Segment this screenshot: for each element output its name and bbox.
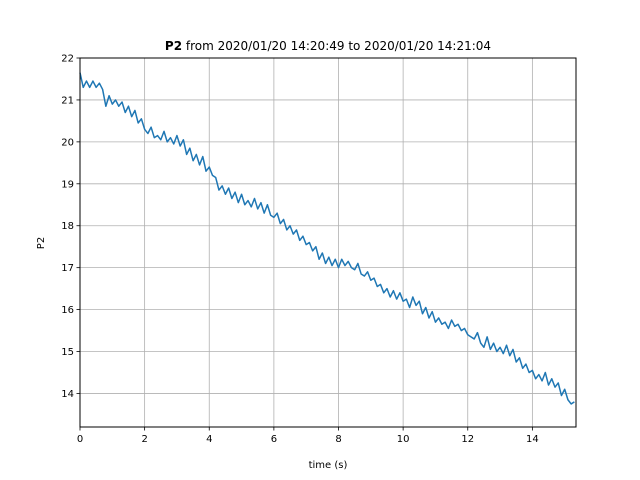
x-tick-label: 8 [335,434,341,445]
y-tick-label: 21 [61,95,74,106]
x-axis-label: time (s) [309,460,348,471]
y-tick-label: 16 [61,305,74,316]
plot-area-frame [79,57,577,428]
x-tick-label: 12 [461,434,474,445]
y-tick-label: 19 [61,179,74,190]
y-tick-label: 14 [61,389,74,400]
x-tick-label: 6 [271,434,277,445]
x-tick-label: 14 [526,434,539,445]
y-tick-label: 17 [61,263,74,274]
y-tick-label: 15 [61,347,74,358]
chart-title-rest: from 2020/01/20 14:20:49 to 2020/01/20 1… [182,39,491,53]
x-tick-label: 0 [77,434,83,445]
x-tick-label: 2 [141,434,147,445]
y-tick-label: 20 [61,137,74,148]
x-axis-ticks: 0 2 4 6 8 10 12 14 [77,427,539,445]
series-line [79,72,575,405]
y-axis-ticks: 14 15 16 17 18 19 20 21 22 [61,54,80,400]
chart-title: P2 from 2020/01/20 14:20:49 to 2020/01/2… [165,39,491,53]
y-tick-label: 22 [61,54,74,65]
series-layer [79,72,575,405]
y-axis-label: P2 [36,237,47,249]
chart-title-bold: P2 [165,39,182,53]
y-tick-label: 18 [61,221,74,232]
x-tick-label: 4 [206,434,212,445]
x-tick-label: 10 [397,434,410,445]
